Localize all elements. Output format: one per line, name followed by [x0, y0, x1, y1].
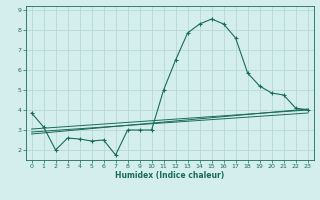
- X-axis label: Humidex (Indice chaleur): Humidex (Indice chaleur): [115, 171, 224, 180]
